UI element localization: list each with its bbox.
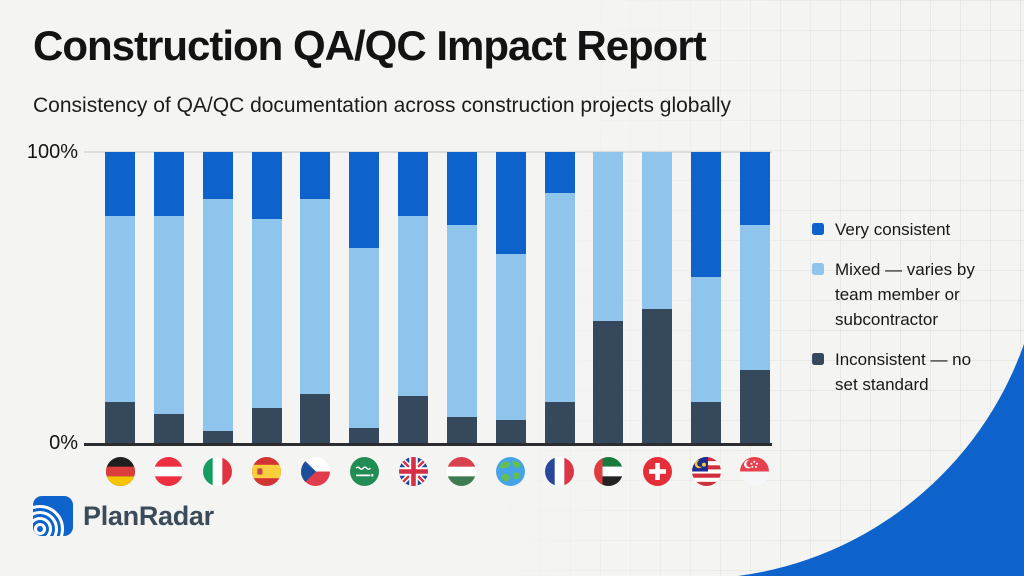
legend-item-2: Inconsistent — no set standard xyxy=(812,347,997,397)
planradar-logo-icon xyxy=(33,496,73,536)
flag-sa-icon xyxy=(349,457,379,486)
bar-ae xyxy=(593,152,624,443)
bars xyxy=(105,152,770,443)
planradar-logo: PlanRadar xyxy=(33,496,214,536)
bar-segment-it-2 xyxy=(202,431,233,443)
bar-segment-it-1 xyxy=(202,198,233,432)
flag-at-icon xyxy=(154,457,184,486)
legend-label: Very consistent xyxy=(835,220,951,239)
bar-segment-globe-0 xyxy=(495,152,526,254)
bar-segment-de-0 xyxy=(105,152,135,217)
legend: Very consistent Mixed — varies by team me… xyxy=(812,217,997,412)
bar-segment-ch-1 xyxy=(642,152,673,310)
bar-segment-cz-2 xyxy=(300,393,331,443)
bar-segment-es-2 xyxy=(251,408,282,443)
bar-segment-globe-2 xyxy=(495,419,526,443)
bar-segment-at-2 xyxy=(153,413,184,443)
bar-globe xyxy=(495,152,526,443)
bar-segment-my-2 xyxy=(691,402,722,443)
legend-label: Inconsistent — no set standard xyxy=(835,350,972,394)
gridline-100pct xyxy=(84,151,772,153)
bar-segment-my-1 xyxy=(691,277,722,403)
flag-ae-icon xyxy=(593,457,623,486)
bar-segment-hu-1 xyxy=(446,224,477,417)
page-title: Construction QA/QC Impact Report xyxy=(33,22,707,69)
flag-cz-icon xyxy=(300,457,330,486)
bar-my xyxy=(691,152,722,443)
legend-item-0: Very consistent xyxy=(812,217,997,242)
flag-es-icon xyxy=(252,457,282,486)
bar-segment-es-1 xyxy=(251,218,282,409)
bar-segment-gb-1 xyxy=(398,216,429,397)
bar-hu xyxy=(446,152,477,443)
bar-segment-gb-2 xyxy=(398,396,429,443)
y-axis-label-100: 100% xyxy=(26,141,78,163)
legend-item-1: Mixed — varies by team member or subcont… xyxy=(812,257,997,332)
flag-gb-icon xyxy=(398,457,428,486)
flag-fr-icon xyxy=(545,457,575,486)
bar-de xyxy=(105,152,135,443)
flags-row xyxy=(105,457,770,486)
planradar-logo-text: PlanRadar xyxy=(83,500,214,531)
bar-es xyxy=(251,152,282,443)
chart-plot xyxy=(84,151,772,446)
bar-segment-de-2 xyxy=(105,402,135,443)
bar-segment-gb-0 xyxy=(398,152,429,217)
logo-square xyxy=(33,496,73,536)
bar-segment-de-1 xyxy=(105,216,135,403)
bar-at xyxy=(153,152,184,443)
legend-swatch-icon xyxy=(812,223,824,235)
bar-sa xyxy=(349,152,380,443)
bar-segment-globe-1 xyxy=(495,253,526,420)
flag-my-icon xyxy=(691,457,721,486)
legend-swatch-icon xyxy=(812,263,824,275)
bar-fr xyxy=(544,152,575,443)
bar-segment-at-1 xyxy=(153,216,184,414)
bar-segment-cz-1 xyxy=(300,198,331,394)
flag-hu-icon xyxy=(447,457,477,486)
legend-label: Mixed — varies by team member or subcont… xyxy=(835,260,975,329)
bar-segment-my-0 xyxy=(691,152,722,278)
bar-segment-hu-0 xyxy=(446,152,477,225)
bar-segment-sa-2 xyxy=(349,428,380,443)
bar-segment-fr-2 xyxy=(544,402,575,443)
bar-segment-sa-0 xyxy=(349,152,380,249)
bar-it xyxy=(202,152,233,443)
x-axis-line xyxy=(84,443,772,446)
bar-segment-hu-2 xyxy=(446,416,477,443)
bar-segment-fr-0 xyxy=(544,152,575,193)
bar-segment-ch-2 xyxy=(642,309,673,443)
bar-ch xyxy=(642,152,673,443)
bar-segment-ae-2 xyxy=(593,320,624,443)
bar-gb xyxy=(398,152,429,443)
bar-segment-cz-0 xyxy=(300,152,331,199)
chart-subtitle: Consistency of QA/QC documentation acros… xyxy=(33,94,731,117)
flag-globe-icon xyxy=(496,457,526,486)
bar-segment-at-0 xyxy=(153,152,184,217)
flag-ch-icon xyxy=(642,457,672,486)
bar-sg xyxy=(739,152,770,443)
legend-swatch-icon xyxy=(812,353,824,365)
bar-cz xyxy=(300,152,331,443)
bar-segment-sg-0 xyxy=(739,152,770,225)
bar-segment-it-0 xyxy=(202,152,233,199)
bar-segment-sa-1 xyxy=(349,248,380,429)
bar-segment-sg-2 xyxy=(739,370,770,443)
flag-it-icon xyxy=(203,457,233,486)
bar-segment-sg-1 xyxy=(739,224,770,371)
bar-segment-fr-1 xyxy=(544,192,575,403)
flag-de-icon xyxy=(105,457,135,486)
flag-sg-icon xyxy=(740,457,770,486)
bar-segment-es-0 xyxy=(251,152,282,219)
y-axis-label-0: 0% xyxy=(49,432,78,454)
bar-segment-ae-1 xyxy=(593,152,624,321)
